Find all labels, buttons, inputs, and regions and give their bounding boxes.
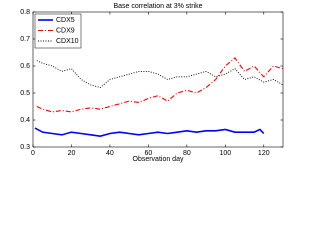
x-tick-label: 0 xyxy=(31,150,35,157)
y-tick-label: 0.7 xyxy=(20,36,30,43)
y-tick-label: 0.4 xyxy=(20,117,30,124)
x-tick-label: 20 xyxy=(68,150,76,157)
chart: Base correlation at 3% strike Observatio… xyxy=(20,3,284,163)
y-tick-label: 0.5 xyxy=(20,90,30,97)
legend-label: CDX5 xyxy=(56,17,75,24)
series-line xyxy=(36,57,284,113)
series-line xyxy=(34,127,265,138)
y-tick-label: 0.8 xyxy=(20,9,30,16)
x-tick-label: 100 xyxy=(219,150,231,157)
x-tick-label: 80 xyxy=(183,150,191,157)
x-tick-label: 60 xyxy=(144,150,152,157)
y-tick-label: 0.3 xyxy=(20,144,30,151)
legend-label: CDX10 xyxy=(56,38,79,45)
x-axis-label: Observation day xyxy=(133,156,184,163)
y-tick-label: 0.6 xyxy=(20,63,30,70)
x-tick-label: 40 xyxy=(106,150,114,157)
legend-label: CDX9 xyxy=(56,27,75,34)
x-tick-label: 120 xyxy=(258,150,270,157)
chart-title: Base correlation at 3% strike xyxy=(113,3,202,10)
